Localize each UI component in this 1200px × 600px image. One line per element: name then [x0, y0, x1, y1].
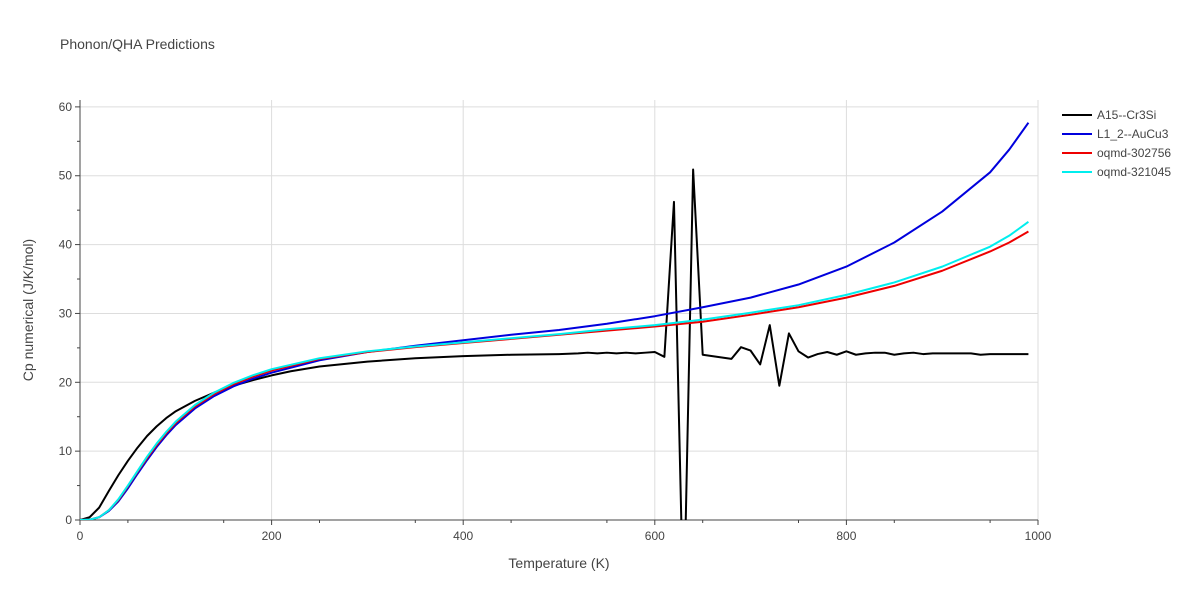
plot-area[interactable] — [80, 122, 1030, 534]
series-line-a15-cr3si[interactable] — [80, 168, 1029, 534]
y-axis-title: Cp numerical (J/K/mol) — [20, 239, 36, 381]
grid — [80, 100, 1039, 520]
x-tick-label: 400 — [453, 529, 473, 543]
x-tick-label: 800 — [836, 529, 856, 543]
series-line-l1-2-aucu3[interactable] — [80, 122, 1030, 520]
x-tick-label: 200 — [262, 529, 282, 543]
y-tick-label: 50 — [59, 169, 73, 183]
axes — [75, 100, 1039, 525]
x-tick-label: 0 — [77, 529, 84, 543]
x-axis-title: Temperature (K) — [508, 555, 609, 571]
legend-label: oqmd-321045 — [1097, 165, 1171, 179]
y-tick-label: 0 — [65, 513, 72, 527]
legend-item[interactable]: oqmd-302756 — [1062, 146, 1171, 160]
y-tick-label: 30 — [59, 306, 73, 320]
legend-item[interactable]: oqmd-321045 — [1062, 165, 1171, 179]
chart-title: Phonon/QHA Predictions — [60, 36, 215, 52]
y-tick-label: 20 — [59, 375, 73, 389]
legend-label: L1_2--AuCu3 — [1097, 127, 1169, 141]
legend-label: oqmd-302756 — [1097, 146, 1171, 160]
x-tick-label: 600 — [645, 529, 665, 543]
y-tick-label: 10 — [59, 444, 73, 458]
x-tick-label: 1000 — [1025, 529, 1052, 543]
y-tick-label: 40 — [59, 238, 73, 252]
legend-label: A15--Cr3Si — [1097, 108, 1156, 122]
legend[interactable]: A15--Cr3Si L1_2--AuCu3 oqmd-302756 oqmd-321… — [1062, 108, 1171, 179]
series-line-oqmd-321045[interactable] — [80, 221, 1030, 520]
series-line-oqmd-302756[interactable] — [80, 230, 1029, 520]
y-tick-label: 60 — [59, 100, 73, 114]
legend-item[interactable]: A15--Cr3Si — [1062, 108, 1156, 122]
tick-labels: 0 200 400 600 800 1000 0 10 20 30 40 50 60 — [59, 100, 1052, 543]
legend-item[interactable]: L1_2--AuCu3 — [1062, 127, 1169, 141]
